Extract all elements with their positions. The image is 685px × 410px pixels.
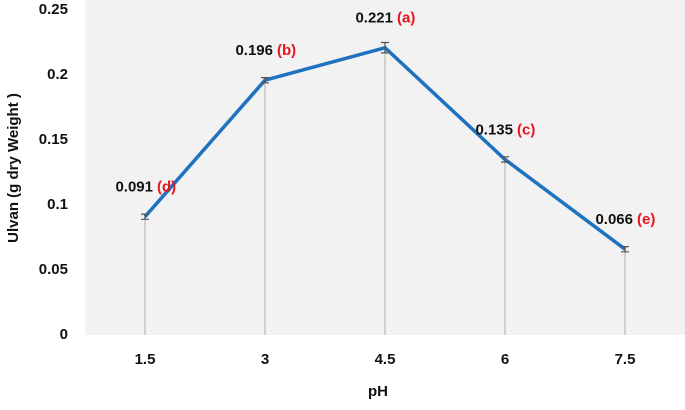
significance-letter: (b)	[277, 42, 296, 59]
value-label: 0.221	[355, 10, 393, 27]
error-bar	[621, 246, 629, 253]
x-tick-label: 4.5	[375, 351, 396, 368]
y-tick-label: 0	[60, 326, 68, 343]
significance-letter: (e)	[637, 211, 655, 228]
value-label: 0.135	[475, 121, 513, 138]
x-tick-label: 3	[261, 351, 269, 368]
y-tick-label: 0.1	[47, 196, 68, 213]
significance-letter: (d)	[157, 179, 176, 196]
y-tick-label: 0.2	[47, 66, 68, 83]
value-label: 0.196	[235, 42, 273, 59]
error-bar	[501, 156, 509, 163]
error-bar	[141, 213, 149, 220]
significance-letter: (a)	[397, 10, 415, 27]
x-tick-label: 7.5	[615, 351, 636, 368]
x-tick-label: 1.5	[135, 351, 156, 368]
error-bar	[381, 41, 389, 54]
y-tick-label: 0.05	[39, 261, 68, 278]
x-tick-label: 6	[501, 351, 509, 368]
y-tick-label: 0.25	[39, 1, 68, 18]
value-label: 0.066	[595, 211, 633, 228]
y-axis-title: Ulvan (g dry Weight )	[5, 93, 22, 243]
error-bar	[261, 77, 269, 84]
value-label: 0.091	[115, 179, 153, 196]
significance-letter: (c)	[517, 121, 535, 138]
x-axis-title: pH	[368, 383, 388, 400]
y-tick-label: 0.15	[39, 131, 68, 148]
